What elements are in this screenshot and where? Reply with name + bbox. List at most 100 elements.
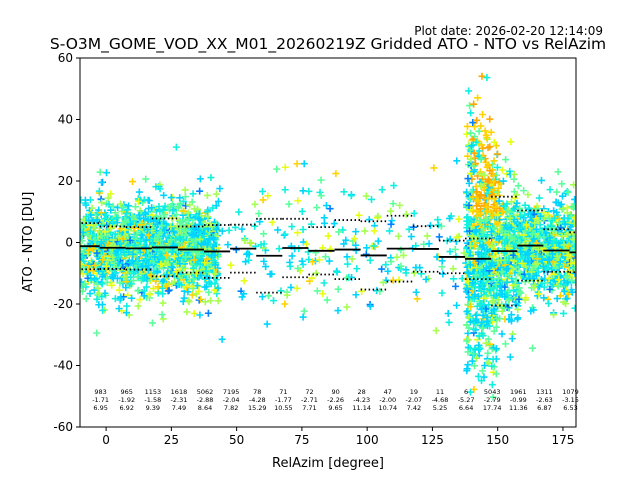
data-point bbox=[466, 146, 474, 154]
data-point bbox=[477, 205, 485, 213]
data-point bbox=[489, 242, 497, 250]
data-point bbox=[463, 284, 471, 292]
data-point bbox=[570, 236, 576, 244]
bin-std-label: 8.64 bbox=[198, 404, 212, 412]
data-point bbox=[129, 213, 137, 221]
data-point bbox=[136, 296, 144, 304]
data-point bbox=[394, 232, 402, 240]
data-point bbox=[485, 301, 493, 309]
data-point bbox=[463, 308, 471, 316]
data-point bbox=[333, 268, 341, 276]
data-point bbox=[482, 249, 490, 257]
data-point bbox=[515, 224, 523, 232]
data-point bbox=[466, 194, 474, 202]
data-point bbox=[494, 150, 502, 158]
data-point bbox=[505, 254, 513, 262]
data-point bbox=[387, 220, 395, 228]
data-point bbox=[502, 258, 510, 266]
data-point bbox=[102, 211, 110, 219]
bin-count-label: 72 bbox=[305, 388, 313, 396]
data-point bbox=[465, 179, 473, 187]
bin-count-label: 19 bbox=[410, 388, 418, 396]
data-point bbox=[510, 235, 518, 243]
data-point bbox=[552, 237, 560, 245]
data-point bbox=[196, 175, 204, 183]
data-point bbox=[507, 224, 515, 232]
data-point bbox=[492, 370, 500, 378]
data-point bbox=[240, 290, 248, 298]
data-point bbox=[122, 209, 130, 217]
data-point bbox=[111, 209, 119, 217]
data-point bbox=[312, 269, 320, 277]
data-point bbox=[477, 191, 485, 199]
data-point bbox=[173, 222, 181, 230]
data-point bbox=[188, 231, 196, 239]
bin-mean-label: -1.58 bbox=[144, 396, 161, 404]
data-point bbox=[80, 196, 85, 204]
data-point bbox=[510, 286, 518, 294]
data-point bbox=[388, 217, 396, 225]
data-point bbox=[99, 306, 107, 314]
data-point bbox=[486, 286, 494, 294]
data-point bbox=[203, 241, 211, 249]
scatter-points bbox=[80, 72, 576, 401]
data-point bbox=[379, 278, 387, 286]
data-point bbox=[482, 339, 490, 347]
data-point bbox=[211, 280, 219, 288]
data-point bbox=[473, 310, 481, 318]
data-point bbox=[196, 311, 204, 319]
data-point bbox=[563, 272, 571, 280]
data-point bbox=[299, 313, 307, 321]
data-point bbox=[138, 221, 146, 229]
bin-std-label: 7.71 bbox=[302, 404, 316, 412]
data-point bbox=[533, 255, 541, 263]
data-point bbox=[144, 216, 152, 224]
data-point bbox=[490, 138, 498, 146]
data-point bbox=[129, 250, 137, 258]
data-point bbox=[546, 285, 554, 293]
data-point bbox=[319, 290, 327, 298]
data-point bbox=[471, 291, 479, 299]
data-point bbox=[513, 315, 521, 323]
data-point bbox=[172, 211, 180, 219]
data-point bbox=[477, 300, 485, 308]
data-point bbox=[197, 271, 205, 279]
data-point bbox=[410, 223, 418, 231]
data-point bbox=[390, 182, 398, 190]
data-point bbox=[190, 256, 198, 264]
data-point bbox=[505, 242, 513, 250]
data-point bbox=[179, 235, 187, 243]
data-point bbox=[167, 202, 175, 210]
data-point bbox=[218, 335, 226, 343]
data-point bbox=[264, 192, 272, 200]
data-point bbox=[542, 229, 550, 237]
data-point bbox=[196, 261, 204, 269]
data-point bbox=[502, 156, 510, 164]
data-point bbox=[240, 277, 248, 285]
data-point bbox=[93, 295, 101, 303]
bin-count-label: 965 bbox=[121, 388, 133, 396]
data-point bbox=[471, 283, 479, 291]
data-point bbox=[352, 291, 360, 299]
data-point bbox=[387, 258, 395, 266]
data-point bbox=[130, 224, 138, 232]
data-point bbox=[438, 289, 446, 297]
data-point bbox=[550, 207, 558, 215]
data-point bbox=[347, 192, 355, 200]
data-point bbox=[203, 272, 211, 280]
data-point bbox=[201, 283, 209, 291]
data-point bbox=[350, 235, 358, 243]
data-point bbox=[281, 163, 289, 171]
data-point bbox=[511, 194, 519, 202]
data-point bbox=[285, 200, 293, 208]
data-point bbox=[325, 257, 333, 265]
data-point bbox=[196, 235, 204, 243]
data-point bbox=[108, 281, 116, 289]
data-point bbox=[156, 228, 164, 236]
data-point bbox=[214, 244, 222, 252]
data-point bbox=[509, 251, 517, 259]
bin-mean-label: -2.71 bbox=[301, 396, 318, 404]
data-point bbox=[568, 276, 576, 284]
data-point bbox=[308, 274, 316, 282]
data-point bbox=[491, 195, 499, 203]
